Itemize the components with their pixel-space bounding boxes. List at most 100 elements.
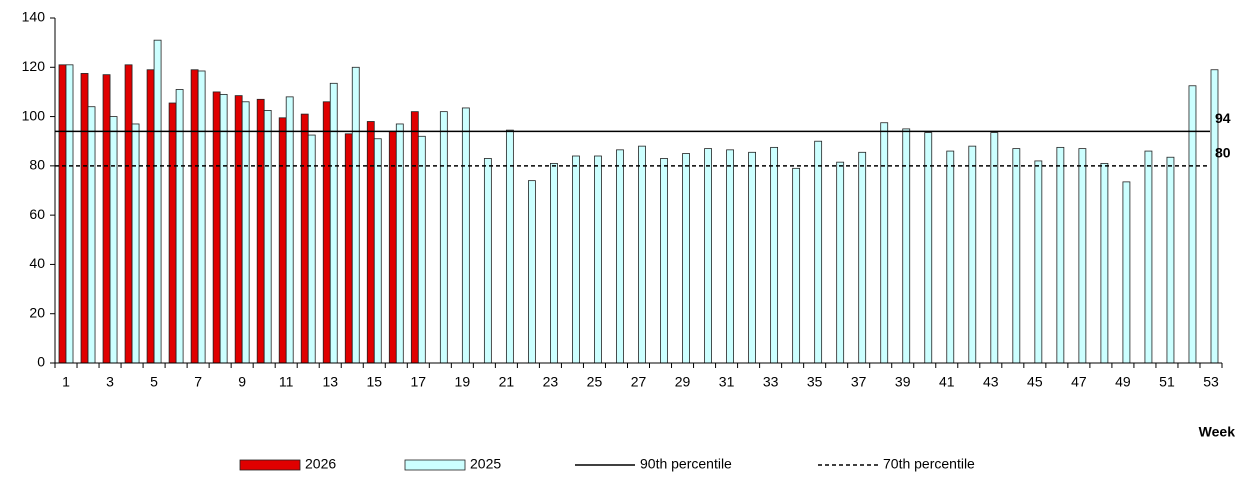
bar: [322, 101, 331, 364]
x-tick-label: 51: [1159, 374, 1175, 390]
bar: [58, 64, 67, 364]
bar: [109, 116, 118, 364]
x-tick-label: 37: [851, 374, 867, 390]
bar: [344, 133, 353, 364]
bar: [505, 129, 514, 364]
bar: [748, 151, 756, 364]
bar: [410, 111, 419, 364]
bar: [924, 132, 933, 364]
legend-label: 2026: [305, 456, 336, 472]
bar: [80, 73, 89, 364]
bar: [102, 74, 111, 364]
bar: [1166, 156, 1175, 364]
bar: [153, 39, 162, 364]
x-tick-label: 41: [939, 374, 955, 390]
x-tick-label: 31: [719, 374, 735, 390]
legend-swatch: [239, 459, 301, 471]
bar: [307, 134, 316, 364]
legend-label: 70th percentile: [883, 456, 975, 472]
y-tick-label: 100: [22, 107, 46, 123]
x-tick-label: 39: [895, 374, 911, 390]
bar: [219, 93, 228, 364]
bar: [168, 102, 177, 364]
x-tick-label: 19: [455, 374, 471, 390]
bar: [212, 91, 221, 364]
bar: [373, 138, 382, 364]
bar: [704, 148, 712, 364]
bar: [682, 153, 690, 364]
bar: [726, 149, 734, 364]
x-tick-label: 7: [194, 374, 202, 390]
bar: [594, 155, 602, 364]
bar: [483, 158, 492, 364]
bar: [880, 122, 889, 364]
x-tick-label: 35: [807, 374, 823, 390]
bar: [395, 123, 404, 364]
bar: [1122, 181, 1131, 364]
bar: [241, 101, 250, 364]
x-tick-label: 49: [1115, 374, 1131, 390]
bar: [131, 123, 140, 364]
bar: [417, 135, 426, 364]
reference-label: 94: [1215, 110, 1231, 126]
x-tick-label: 27: [631, 374, 647, 390]
bar: [197, 70, 206, 364]
legend-label: 2025: [470, 456, 501, 472]
bar: [638, 145, 646, 364]
bar: [836, 161, 845, 364]
bar: [175, 89, 184, 364]
x-tick-label: 45: [1027, 374, 1043, 390]
bar: [1034, 160, 1043, 364]
bar: [190, 69, 199, 364]
bar: [300, 113, 309, 364]
bar: [902, 128, 911, 364]
bar: [616, 149, 624, 364]
y-tick-label: 20: [29, 304, 45, 320]
y-tick-label: 120: [22, 58, 46, 74]
x-tick-label: 33: [763, 374, 779, 390]
bar: [329, 82, 338, 364]
x-tick-label: 43: [983, 374, 999, 390]
y-tick-label: 40: [29, 255, 45, 271]
bar: [990, 132, 999, 364]
x-tick-label: 11: [279, 374, 294, 390]
bar: [285, 96, 294, 364]
y-tick-label: 60: [29, 206, 45, 222]
bar: [572, 155, 580, 364]
x-axis-label: Week: [1199, 424, 1236, 440]
bar: [256, 98, 265, 364]
bar: [660, 158, 668, 364]
bar: [1078, 148, 1087, 364]
x-tick-label: 3: [106, 374, 114, 390]
bar: [263, 110, 272, 364]
bar: [1188, 85, 1197, 364]
x-tick-label: 29: [675, 374, 691, 390]
bar: [124, 64, 133, 364]
bar: [278, 117, 287, 364]
y-tick-label: 80: [29, 157, 45, 173]
bar: [439, 111, 448, 364]
x-tick-label: 25: [587, 374, 603, 390]
legend-label: 90th percentile: [640, 456, 732, 472]
bar: [528, 180, 536, 364]
bar: [87, 106, 96, 364]
x-tick-label: 53: [1203, 374, 1219, 390]
bar: [968, 145, 977, 364]
x-tick-label: 1: [62, 374, 70, 390]
bar: [366, 121, 375, 364]
bar: [814, 140, 823, 364]
bar: [946, 150, 955, 364]
bar: [1056, 146, 1065, 364]
legend-swatch: [404, 459, 466, 471]
bar: [1100, 162, 1109, 364]
bar: [461, 107, 470, 364]
bar: [792, 167, 801, 364]
x-tick-label: 5: [150, 374, 158, 390]
x-tick-label: 23: [543, 374, 559, 390]
bar: [351, 66, 360, 364]
x-tick-label: 47: [1071, 374, 1087, 390]
y-tick-label: 0: [37, 354, 45, 370]
bar: [1012, 148, 1021, 364]
